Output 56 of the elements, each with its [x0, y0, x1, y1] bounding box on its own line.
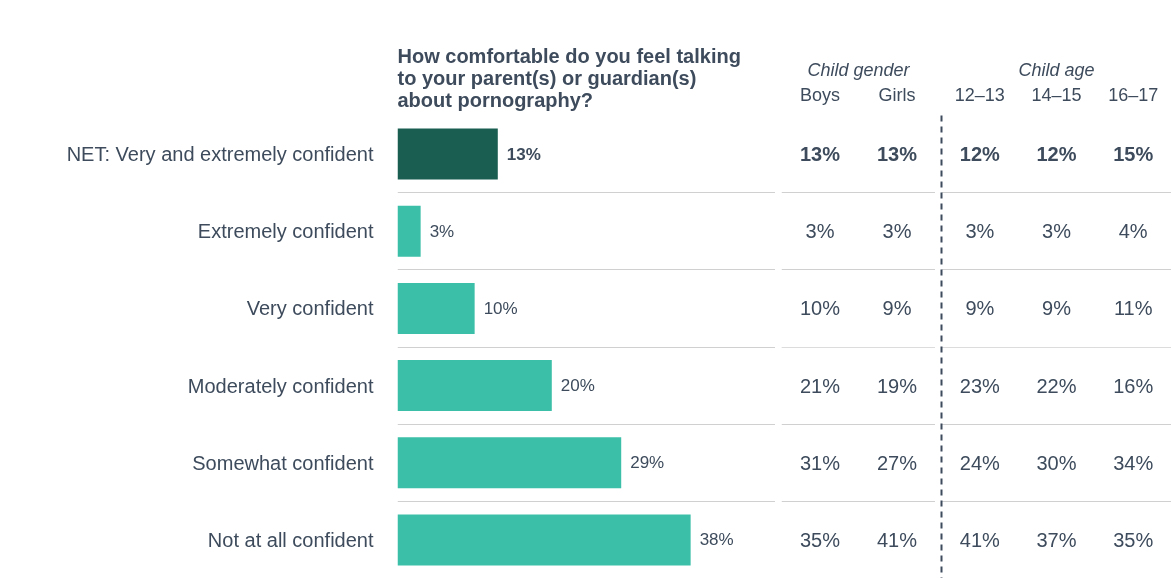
data-label: 12% [959, 143, 1001, 166]
data-label: 37% [1036, 528, 1077, 551]
data-label: 38% [699, 530, 734, 550]
x-tick-label: 14–15 [1031, 84, 1082, 105]
y-tick-label: Extremely confident [197, 220, 374, 243]
data-label: 30% [1036, 451, 1077, 474]
data-label: 13% [506, 144, 541, 164]
y-tick-label: NET: Very and extremely confident [66, 143, 374, 166]
data-label: 16% [1113, 374, 1154, 397]
chart-title: How comfortable do you feel talking to your parent(s) or guardian(s) about pornography? [397, 44, 741, 111]
data-label: 20% [560, 376, 595, 396]
data-label: 3% [882, 220, 912, 243]
y-tick-label: Somewhat confident [192, 451, 374, 474]
data-label: 3% [965, 220, 995, 243]
bar [397, 282, 475, 334]
data-label: 10% [483, 298, 518, 318]
data-label: 13% [876, 143, 918, 166]
y-tick-label: Not at all confident [207, 528, 374, 551]
bar [397, 128, 498, 180]
data-label: 15% [1113, 143, 1154, 166]
data-label: 11% [1113, 297, 1153, 320]
y-tick-label: Moderately confident [187, 374, 374, 397]
chart-title: Child age [1018, 59, 1095, 80]
data-label: 10% [799, 297, 841, 320]
data-label: 29% [630, 453, 665, 473]
data-label: 19% [876, 374, 918, 397]
bar [397, 514, 691, 566]
data-label: 22% [1036, 374, 1077, 397]
data-label: 9% [1042, 297, 1072, 320]
data-label: 23% [959, 374, 1001, 397]
x-tick-label: Girls [878, 84, 916, 105]
data-label: 31% [799, 451, 841, 474]
chart-title: Child gender [807, 59, 911, 80]
data-label: 34% [1113, 451, 1154, 474]
bar [397, 437, 622, 489]
data-label: 3% [429, 221, 455, 241]
y-tick-label: Very confident [246, 297, 374, 320]
data-label: 4% [1118, 220, 1148, 243]
data-label: 24% [959, 451, 1001, 474]
data-label: 41% [876, 528, 918, 551]
data-label: 27% [876, 451, 918, 474]
data-label: 35% [799, 528, 841, 551]
x-tick-label: 16–17 [1108, 84, 1159, 105]
data-label: 9% [882, 297, 912, 320]
data-label: 21% [799, 374, 841, 397]
bar [397, 205, 421, 257]
data-label: 3% [805, 220, 835, 243]
data-label: 3% [1042, 220, 1072, 243]
data-label: 35% [1113, 528, 1154, 551]
data-label: 9% [965, 297, 995, 320]
bar [397, 360, 552, 412]
data-label: 13% [799, 143, 841, 166]
x-tick-label: 12–13 [954, 84, 1005, 105]
x-tick-label: Boys [799, 84, 841, 105]
data-label: 41% [959, 528, 1001, 551]
data-label: 12% [1036, 143, 1077, 166]
